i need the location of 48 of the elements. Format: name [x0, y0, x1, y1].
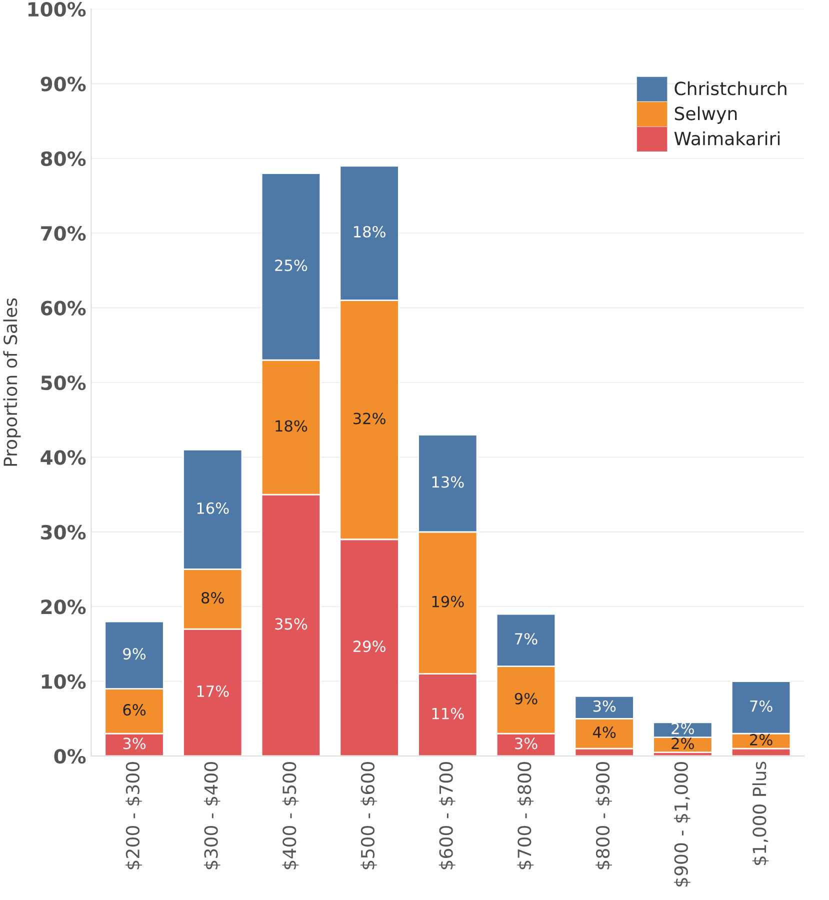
data-label: 3%: [515, 738, 538, 750]
y-tick-label: 80%: [40, 151, 86, 166]
x-tick-label: $400 - $500: [282, 762, 299, 870]
data-label: 2%: [672, 722, 694, 734]
data-label: 6%: [123, 704, 146, 716]
data-label: 32%: [354, 412, 386, 424]
legend-label: Selwyn: [674, 106, 737, 124]
data-label: 18%: [276, 420, 308, 432]
data-label: 18%: [354, 226, 386, 238]
legend-label: Waimakariri: [674, 131, 780, 146]
y-tick-label: 100%: [28, 2, 86, 17]
data-label: 8%: [202, 592, 224, 604]
data-label: 19%: [432, 596, 464, 608]
data-label: 9%: [514, 692, 538, 704]
data-label: 7%: [750, 700, 772, 712]
data-label: 17%: [197, 685, 229, 697]
y-axis-title: Proportion of Sales: [3, 298, 21, 466]
x-tick-label: $200 - $300: [126, 762, 142, 870]
data-label: 3%: [123, 738, 146, 750]
data-label: 13%: [432, 476, 464, 488]
data-label: 3%: [593, 700, 616, 712]
data-label: 35%: [275, 618, 308, 630]
y-tick-label: 10%: [42, 674, 86, 689]
data-label: 25%: [275, 260, 308, 272]
data-label: 2%: [672, 738, 694, 750]
y-tick-label: 40%: [40, 450, 86, 465]
x-tick-label: $500 - $600: [360, 762, 377, 870]
data-label: 7%: [515, 633, 538, 645]
data-label: 16%: [197, 502, 229, 514]
data-label: 29%: [353, 640, 386, 652]
x-tick-label: $300 - $400: [204, 762, 220, 870]
data-label: 11%: [432, 708, 464, 720]
x-tick-label: $1,000 Plus: [752, 762, 769, 866]
y-tick-label: 20%: [41, 600, 86, 614]
y-tick-label: 90%: [40, 76, 86, 92]
data-label: 9%: [123, 648, 146, 660]
legend-label: Christchurch: [674, 81, 786, 96]
x-tick-label: $600 - $700: [438, 762, 456, 870]
data-label: 4%: [592, 726, 616, 738]
y-tick-label: 60%: [40, 300, 86, 316]
y-tick-label: 70%: [41, 226, 86, 241]
y-tick-label: 0%: [54, 748, 86, 764]
y-tick-label: 50%: [41, 375, 86, 390]
y-tick-label: 30%: [41, 524, 86, 540]
x-tick-label: $800 - $900: [596, 762, 612, 870]
x-tick-label: $900 - $1,000: [674, 762, 690, 886]
x-tick-label: $700 - $800: [517, 762, 534, 870]
data-label: 2%: [750, 734, 772, 746]
